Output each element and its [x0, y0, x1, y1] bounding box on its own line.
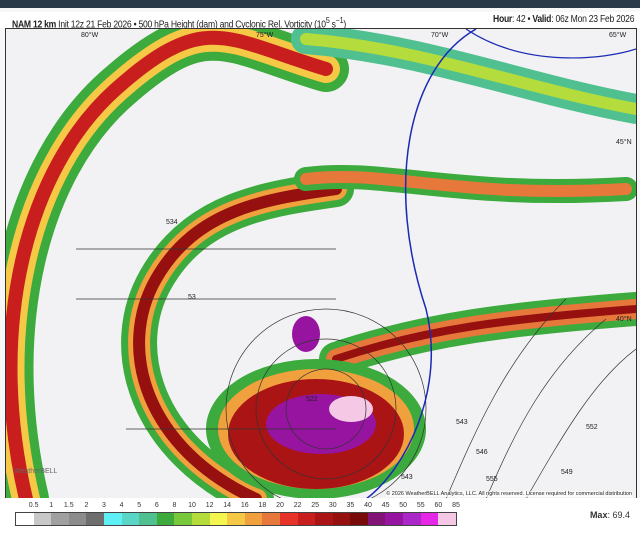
max-value: Max: 69.4: [589, 510, 630, 520]
colorbar-tick: 1.5: [63, 502, 74, 509]
contour-label: 53: [188, 294, 196, 301]
colorbar-tick: 10: [188, 502, 196, 509]
colorbar-swatch: [33, 513, 52, 525]
contour-label: 555: [486, 476, 498, 483]
colorbar-swatch: [262, 513, 280, 525]
colorbar-swatch: [191, 513, 210, 525]
colorbar: [15, 512, 457, 526]
copyright: © 2026 WeatherBELL Analytics, LLC. All r…: [386, 491, 632, 497]
lon-75w: 75°W: [256, 31, 274, 39]
vorticity-map: 80°W 75°W 70°W 65°W 45°N 40°N 534 53 522…: [5, 28, 637, 500]
northern-band: [291, 29, 636, 124]
colorbar-swatch: [68, 513, 87, 525]
colorbar-tick: 45: [381, 502, 390, 509]
inner-arc: [121, 171, 354, 499]
colorbar-tick: 35: [346, 502, 355, 509]
lat-40n: 40°N: [616, 315, 632, 323]
colorbar-tick: 14: [223, 502, 232, 509]
colorbar-swatch: [244, 513, 263, 525]
colorbar-tick: 0.5: [28, 502, 39, 509]
colorbar-tick: 40: [364, 502, 372, 509]
weatherbell-logo: WeatherBELL: [14, 468, 58, 475]
lon-70w: 70°W: [431, 31, 449, 39]
colorbar-tick: 25: [311, 502, 320, 509]
colorbar-swatch: [350, 513, 368, 525]
colorbar-swatch: [227, 513, 245, 525]
lon-80w: 80°W: [81, 31, 99, 39]
colorbar-tick: 2: [84, 502, 89, 509]
colorbar-tick: 85: [452, 502, 460, 509]
colorbar-swatch: [332, 513, 351, 525]
colorbar-swatch: [139, 513, 157, 525]
colorbar-tick: 6: [154, 502, 159, 509]
colorbar-area: 0.5 1 1.5 2 3 4 5 6 8 10 12 14 16 18 20 22 25 30 35 40 45 50 5…: [0, 498, 640, 544]
contour-label: 534: [166, 219, 178, 226]
colorbar-tick: 8: [172, 502, 177, 509]
colorbar-swatch: [209, 513, 228, 525]
colorbar-swatch: [279, 513, 298, 525]
contour-label: 552: [586, 424, 598, 431]
valid-time: Hour: 42 • Valid: 06z Mon 23 Feb 2026: [492, 14, 634, 25]
colorbar-swatch: [51, 513, 69, 525]
colorbar-tick: 12: [205, 502, 214, 509]
colorbar-tick: 1: [49, 502, 54, 509]
colorbar-tick: 5: [137, 502, 142, 509]
colorbar-swatch: [16, 513, 34, 525]
western-arc: [6, 29, 349, 499]
colorbar-tick: 22: [293, 502, 302, 509]
colorbar-swatch: [297, 513, 316, 525]
colorbar-tick: 20: [276, 502, 284, 509]
top-bar: [0, 0, 640, 8]
colorbar-tick: 60: [434, 502, 443, 509]
colorbar-tick: 55: [416, 502, 425, 509]
lat-45n: 45°N: [616, 138, 632, 146]
colorbar-swatch: [103, 513, 122, 525]
contour-label: 522: [306, 396, 318, 403]
colorbar-tick: 4: [119, 502, 124, 509]
map-header: NAM 12 km Init 12z 21 Feb 2026 • 500 hPa…: [0, 12, 640, 30]
blue-contour: [365, 29, 477, 499]
colorbar-swatch: [438, 513, 456, 525]
colorbar-swatch: [121, 513, 140, 525]
contour-label: 543: [456, 419, 468, 426]
title: NAM 12 km Init 12z 21 Feb 2026 • 500 hPa…: [12, 15, 347, 31]
colorbar-swatch: [385, 513, 404, 525]
northeast-band: [294, 164, 636, 204]
colorbar-swatch: [156, 513, 175, 525]
eastern-band: [319, 292, 636, 376]
colorbar-swatch: [367, 513, 386, 525]
colorbar-swatch: [315, 513, 333, 525]
colorbar-tick: 16: [240, 502, 249, 509]
colorbar-swatch: [174, 513, 192, 525]
lon-65w: 65°W: [609, 31, 627, 39]
colorbar-tick: 3: [102, 502, 106, 509]
contour-label: 543: [401, 474, 413, 481]
colorbar-tick: 18: [258, 502, 267, 509]
colorbar-tick: 30: [328, 502, 337, 509]
contour-label: 549: [561, 469, 573, 476]
colorbar-swatch: [86, 513, 104, 525]
height-contours: [76, 248, 636, 499]
colorbar-tick: 50: [399, 502, 408, 509]
colorbar-swatch: [420, 513, 439, 525]
colorbar-swatch: [403, 513, 421, 525]
contour-label: 546: [476, 449, 488, 456]
vorticity-field: [6, 29, 636, 499]
